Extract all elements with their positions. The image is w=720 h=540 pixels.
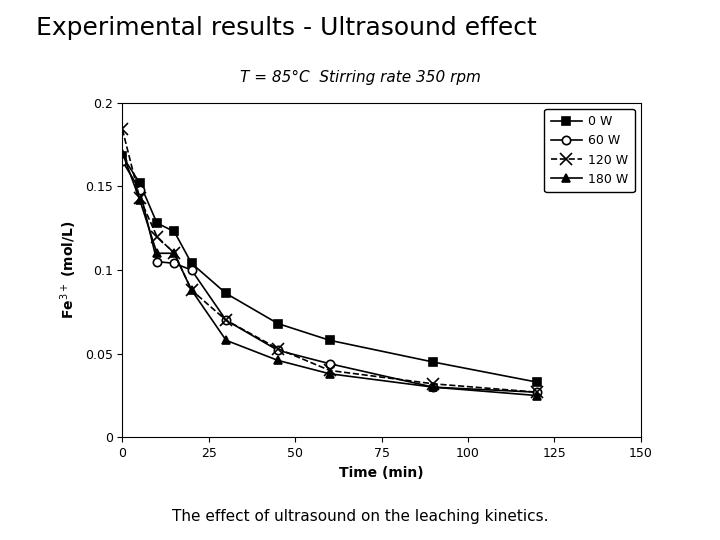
Line: 0 W: 0 W xyxy=(118,152,541,386)
180 W xyxy=(170,250,179,256)
60 W xyxy=(118,158,127,164)
120 W xyxy=(118,126,127,133)
120 W xyxy=(429,381,438,387)
0 W xyxy=(118,153,127,159)
X-axis label: Time (min): Time (min) xyxy=(339,465,424,480)
180 W xyxy=(222,337,230,343)
60 W xyxy=(153,258,161,265)
0 W xyxy=(187,260,196,267)
60 W xyxy=(170,260,179,267)
Text: T = 85°C  Stirring rate 350 rpm: T = 85°C Stirring rate 350 rpm xyxy=(240,70,480,85)
180 W xyxy=(187,287,196,293)
60 W xyxy=(533,389,541,395)
Line: 120 W: 120 W xyxy=(117,124,543,398)
0 W xyxy=(135,180,144,186)
120 W xyxy=(274,346,282,352)
180 W xyxy=(135,197,144,203)
60 W xyxy=(274,347,282,354)
Line: 60 W: 60 W xyxy=(118,157,541,396)
120 W xyxy=(325,367,334,374)
Text: Experimental results - Ultrasound effect: Experimental results - Ultrasound effect xyxy=(36,16,536,40)
120 W xyxy=(153,233,161,240)
Line: 180 W: 180 W xyxy=(118,148,541,400)
0 W xyxy=(222,290,230,296)
0 W xyxy=(170,228,179,235)
0 W xyxy=(325,337,334,343)
0 W xyxy=(153,220,161,226)
0 W xyxy=(533,379,541,386)
60 W xyxy=(135,186,144,193)
Text: The effect of ultrasound on the leaching kinetics.: The effect of ultrasound on the leaching… xyxy=(172,509,548,524)
180 W xyxy=(153,250,161,256)
180 W xyxy=(325,370,334,377)
Y-axis label: Fe$^{3+}$ (mol/L): Fe$^{3+}$ (mol/L) xyxy=(58,221,79,319)
180 W xyxy=(274,357,282,363)
120 W xyxy=(187,287,196,293)
180 W xyxy=(118,150,127,156)
180 W xyxy=(429,384,438,390)
0 W xyxy=(274,320,282,327)
120 W xyxy=(170,250,179,256)
0 W xyxy=(429,359,438,365)
120 W xyxy=(533,389,541,395)
60 W xyxy=(187,267,196,273)
60 W xyxy=(222,317,230,323)
Legend: 0 W, 60 W, 120 W, 180 W: 0 W, 60 W, 120 W, 180 W xyxy=(544,109,634,192)
120 W xyxy=(135,195,144,201)
60 W xyxy=(325,361,334,367)
120 W xyxy=(222,317,230,323)
60 W xyxy=(429,384,438,390)
180 W xyxy=(533,392,541,399)
